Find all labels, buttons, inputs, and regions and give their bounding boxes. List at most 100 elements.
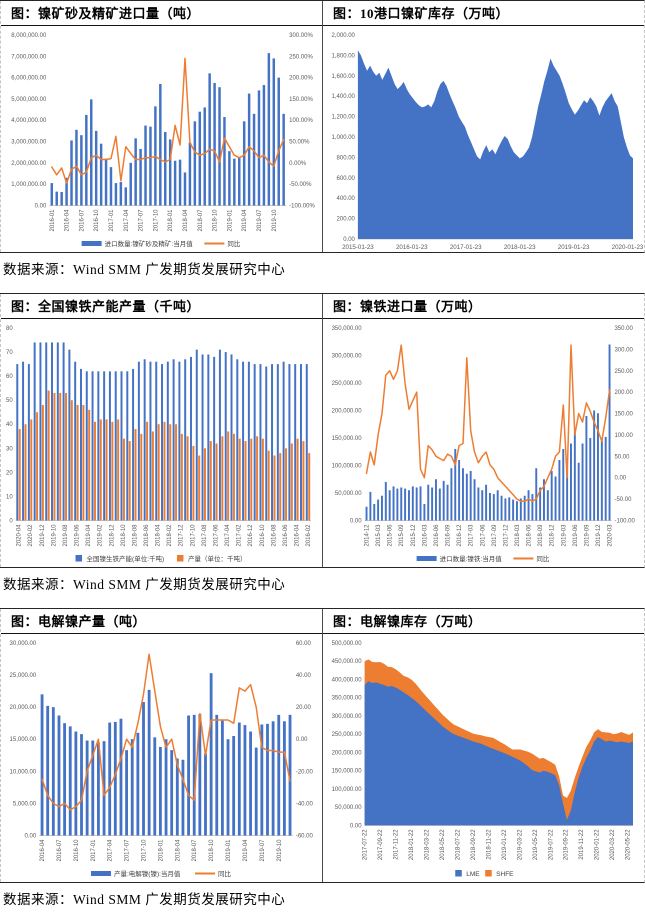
svg-text:-50.00: -50.00 <box>614 497 632 503</box>
svg-text:2018-10: 2018-10 <box>121 524 127 547</box>
svg-text:200.00: 200.00 <box>337 217 356 223</box>
svg-text:2016-10: 2016-10 <box>74 839 80 862</box>
svg-text:2019-01: 2019-01 <box>227 209 233 232</box>
svg-text:0.00: 0.00 <box>614 476 626 482</box>
svg-text:2014-12: 2014-12 <box>365 524 371 547</box>
svg-text:-100.00: -100.00 <box>614 518 635 524</box>
svg-text:2019-01-23: 2019-01-23 <box>558 244 590 251</box>
port-inventory-chart: 0.00 200.00 400.00 600.00 800.00 1,000.00 1,20… <box>332 33 643 251</box>
svg-text:2017-11-22: 2017-11-22 <box>394 829 400 860</box>
svg-text:2018-07: 2018-07 <box>192 839 198 862</box>
chart-title-refined-inventory: 图：电解镍库存（万吨） <box>323 609 644 634</box>
svg-text:1,000.00: 1,000.00 <box>332 135 356 141</box>
svg-text:2018-05-22: 2018-05-22 <box>440 829 446 860</box>
svg-text:250,000.00: 250,000.00 <box>332 381 363 387</box>
svg-text:2019-10: 2019-10 <box>51 524 57 547</box>
svg-text:2017-07-22: 2017-07-22 <box>363 829 369 860</box>
svg-text:100,000.00: 100,000.00 <box>332 463 363 469</box>
chart-title-ore-imports: 图：镍矿砂及精矿进口量（吨） <box>1 1 322 26</box>
svg-text:0.00%: 0.00% <box>289 161 307 167</box>
chart-panel-ore-imports: 图：镍矿砂及精矿进口量（吨） 0.00 1,000,000.00 2,000,000… <box>0 1 322 252</box>
chart-title-npi-imports: 图：镍铁进口量（万吨） <box>323 294 644 319</box>
svg-text:2018-01-23: 2018-01-23 <box>504 244 536 251</box>
svg-text:全国镍生铁产能(单位:千吨): 全国镍生铁产能(单位:千吨) <box>87 554 165 563</box>
svg-text:2018-07-22: 2018-07-22 <box>455 829 461 860</box>
svg-text:300,000.00: 300,000.00 <box>332 714 363 720</box>
svg-text:2017-10: 2017-10 <box>190 524 196 547</box>
svg-text:600.00: 600.00 <box>337 176 356 182</box>
chart-row-1-panels: 图：镍矿砂及精矿进口量（吨） 0.00 1,000,000.00 2,000,000… <box>0 0 645 253</box>
svg-text:800.00: 800.00 <box>337 155 356 161</box>
svg-text:2016-06: 2016-06 <box>283 524 289 547</box>
svg-text:2016-10: 2016-10 <box>260 524 266 547</box>
svg-text:2018-06: 2018-06 <box>527 524 533 547</box>
svg-text:50.00: 50.00 <box>614 454 630 460</box>
npi-capacity-chart: 0 10 20 30 40 50 60 70 80 2020-04 2020-02 2019-12 20… <box>6 326 312 563</box>
svg-text:150,000.00: 150,000.00 <box>332 436 363 442</box>
svg-text:150,000.00: 150,000.00 <box>332 769 363 775</box>
svg-text:2018-07: 2018-07 <box>198 209 204 232</box>
svg-text:60.00: 60.00 <box>296 641 312 647</box>
svg-text:350.00: 350.00 <box>614 326 633 332</box>
svg-text:2017-09: 2017-09 <box>492 524 498 547</box>
svg-text:8,000,000.00: 8,000,000.00 <box>11 33 47 39</box>
svg-text:2020-05-22: 2020-05-22 <box>626 829 632 860</box>
svg-text:2019-10: 2019-10 <box>277 839 283 862</box>
svg-text:300.00%: 300.00% <box>289 33 313 39</box>
svg-text:200,000.00: 200,000.00 <box>332 750 363 756</box>
svg-text:-20.00: -20.00 <box>296 769 314 775</box>
svg-text:2018-02: 2018-02 <box>167 524 173 547</box>
svg-text:2019-05-22: 2019-05-22 <box>533 829 539 860</box>
svg-text:250,000.00: 250,000.00 <box>332 732 363 738</box>
svg-text:250.00: 250.00 <box>614 369 633 375</box>
svg-text:350,000.00: 350,000.00 <box>332 696 363 702</box>
svg-text:2019-03: 2019-03 <box>561 524 567 547</box>
chart-panel-refined-inventory: 图：电解镍库存（万吨） 0.00 50,000.00 100,000.00 150,0… <box>322 609 644 882</box>
refined-output-chart: 0.00 5,000.00 10,000.00 15,000.00 20,000.00 2… <box>10 641 314 878</box>
svg-text:2017-06: 2017-06 <box>214 524 220 547</box>
svg-text:2019-07: 2019-07 <box>260 839 266 862</box>
svg-text:25,000.00: 25,000.00 <box>10 673 37 679</box>
svg-text:2016-04: 2016-04 <box>295 524 301 547</box>
svg-text:2018-03-22: 2018-03-22 <box>425 829 431 860</box>
chart-title-npi-capacity: 图：全国镍铁产能产量（千吨） <box>1 294 322 319</box>
svg-text:2016-09: 2016-09 <box>446 524 452 547</box>
svg-text:2018-06: 2018-06 <box>144 524 150 547</box>
npi-imports-chart: 0.00 50,000.00 100,000.00 150,000.00 200,000… <box>332 326 636 563</box>
svg-text:进口数量:镍矿砂及精矿:当月值: 进口数量:镍矿砂及精矿:当月值 <box>105 239 194 248</box>
svg-text:40.00: 40.00 <box>296 673 312 679</box>
svg-text:30: 30 <box>6 446 13 452</box>
svg-text:30,000.00: 30,000.00 <box>10 641 37 647</box>
svg-text:LME: LME <box>466 871 480 878</box>
chart-row-3: 图：电解镍产量（吨） 0.00 5,000.00 10,000.00 15,000.0… <box>0 608 645 923</box>
svg-text:100,000.00: 100,000.00 <box>332 787 363 793</box>
svg-text:2017-08: 2017-08 <box>202 524 208 547</box>
svg-text:2017-04: 2017-04 <box>225 524 231 547</box>
ore-imports-chart: 0.00 1,000,000.00 2,000,000.00 3,000,000.00… <box>11 33 315 248</box>
svg-text:2015-03: 2015-03 <box>376 524 382 547</box>
svg-text:1,200.00: 1,200.00 <box>332 115 356 121</box>
svg-text:3,000,000.00: 3,000,000.00 <box>11 140 47 146</box>
svg-text:0.00: 0.00 <box>350 518 362 524</box>
svg-text:60: 60 <box>6 374 13 380</box>
svg-text:2017-01: 2017-01 <box>91 839 97 862</box>
svg-text:0: 0 <box>9 518 13 524</box>
chart-row-2: 图：全国镍铁产能产量（千吨） 0 10 20 30 40 50 60 70 80 2020-04 2… <box>0 293 645 608</box>
svg-text:0.00: 0.00 <box>343 237 355 243</box>
svg-text:250.00%: 250.00% <box>289 54 313 60</box>
svg-text:2018-03: 2018-03 <box>515 524 521 547</box>
refined-inventory-chart: 0.00 50,000.00 100,000.00 150,000.00 200,000… <box>332 641 633 878</box>
svg-text:100.00: 100.00 <box>614 433 633 439</box>
svg-text:2017-07: 2017-07 <box>125 839 131 862</box>
svg-text:2017-12: 2017-12 <box>179 524 185 547</box>
svg-text:40: 40 <box>6 422 13 428</box>
svg-text:2015-06: 2015-06 <box>388 524 394 547</box>
svg-text:200,000.00: 200,000.00 <box>332 408 363 414</box>
svg-text:5,000.00: 5,000.00 <box>13 801 37 807</box>
svg-text:2019-12: 2019-12 <box>40 524 46 547</box>
svg-text:2018-08: 2018-08 <box>132 524 138 547</box>
svg-text:2018-04: 2018-04 <box>183 209 189 232</box>
svg-text:2016-06: 2016-06 <box>434 524 440 547</box>
chart-row-2-panels: 图：全国镍铁产能产量（千吨） 0 10 20 30 40 50 60 70 80 2020-04 2… <box>0 293 645 568</box>
svg-text:-40.00: -40.00 <box>296 801 314 807</box>
